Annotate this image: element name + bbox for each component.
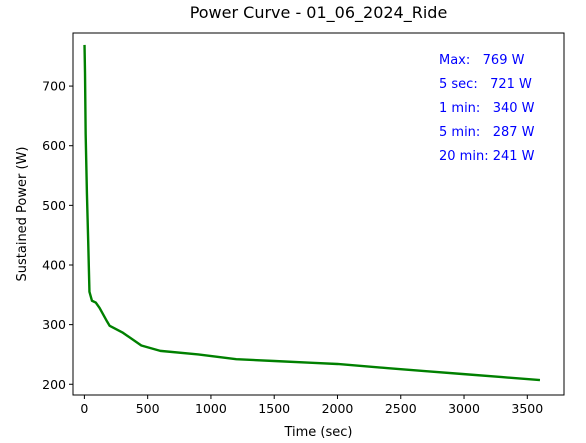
- chart-title: Power Curve - 01_06_2024_Ride: [190, 3, 448, 23]
- x-tick-label: 2000: [322, 401, 354, 416]
- y-axis-label: Sustained Power (W): [15, 147, 30, 282]
- power-stat-label: Max: 769 W: [439, 53, 525, 68]
- x-tick-label: 3000: [448, 401, 480, 416]
- x-axis-label: Time (sec): [283, 425, 352, 440]
- power-stat-label: 1 min: 340 W: [439, 101, 535, 116]
- y-axis: 200 300 400 500 600 700: [42, 79, 73, 392]
- x-tick-label: 500: [136, 401, 160, 416]
- plot-frame: [72, 32, 565, 396]
- power-curve-line: [83, 44, 541, 382]
- y-tick-label: 700: [42, 79, 66, 94]
- y-tick-label: 200: [42, 377, 66, 392]
- power-stat-label: 20 min: 241 W: [439, 149, 535, 164]
- x-tick-label: 0: [80, 401, 88, 416]
- y-tick-label: 300: [42, 317, 66, 332]
- x-axis: 0 500 1000 1500 2000 2500 3000 3500: [80, 395, 543, 416]
- x-tick-label: 1000: [195, 401, 227, 416]
- x-tick-label: 1500: [258, 401, 290, 416]
- y-tick-label: 600: [42, 138, 66, 153]
- plot-area: [83, 44, 541, 382]
- power-stats-annotations: Max: 769 W 5 sec: 721 W 1 min: 340 W 5 min:…: [439, 53, 535, 164]
- x-tick-label: 2500: [385, 401, 417, 416]
- y-tick-label: 500: [42, 198, 66, 213]
- power-stat-label: 5 sec: 721 W: [439, 77, 532, 92]
- y-tick-label: 400: [42, 257, 66, 272]
- power-stat-label: 5 min: 287 W: [439, 125, 535, 140]
- x-tick-label: 3500: [511, 401, 543, 416]
